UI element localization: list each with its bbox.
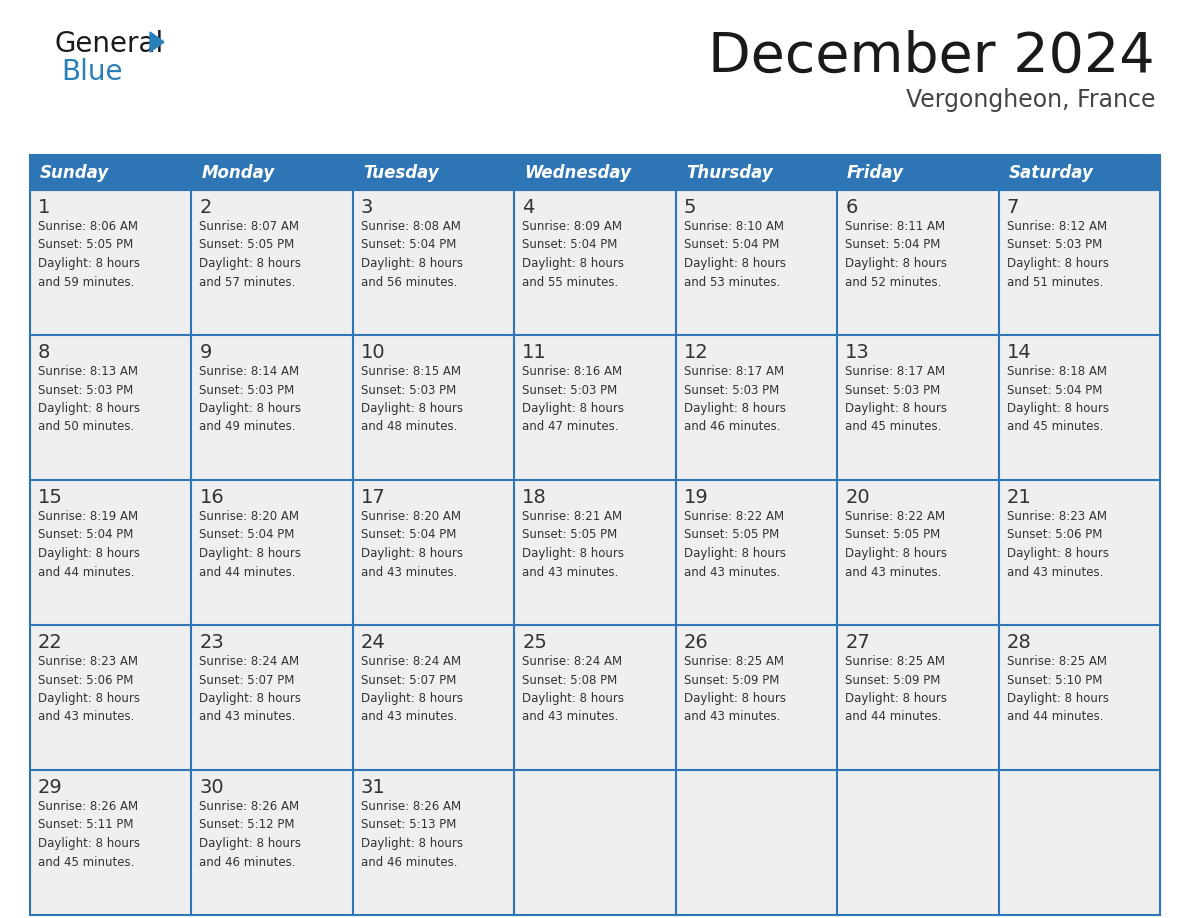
Text: 6: 6 <box>845 198 858 217</box>
Text: 22: 22 <box>38 633 63 652</box>
Text: 15: 15 <box>38 488 63 507</box>
Text: 14: 14 <box>1006 343 1031 362</box>
Text: Sunrise: 8:21 AM
Sunset: 5:05 PM
Daylight: 8 hours
and 43 minutes.: Sunrise: 8:21 AM Sunset: 5:05 PM Dayligh… <box>523 510 624 578</box>
Text: General: General <box>55 30 164 58</box>
Text: Thursday: Thursday <box>685 163 772 182</box>
Text: Sunrise: 8:20 AM
Sunset: 5:04 PM
Daylight: 8 hours
and 44 minutes.: Sunrise: 8:20 AM Sunset: 5:04 PM Dayligh… <box>200 510 302 578</box>
Text: Sunrise: 8:23 AM
Sunset: 5:06 PM
Daylight: 8 hours
and 43 minutes.: Sunrise: 8:23 AM Sunset: 5:06 PM Dayligh… <box>38 655 140 723</box>
Text: Sunrise: 8:23 AM
Sunset: 5:06 PM
Daylight: 8 hours
and 43 minutes.: Sunrise: 8:23 AM Sunset: 5:06 PM Dayligh… <box>1006 510 1108 578</box>
Text: Sunrise: 8:16 AM
Sunset: 5:03 PM
Daylight: 8 hours
and 47 minutes.: Sunrise: 8:16 AM Sunset: 5:03 PM Dayligh… <box>523 365 624 433</box>
Text: Sunrise: 8:06 AM
Sunset: 5:05 PM
Daylight: 8 hours
and 59 minutes.: Sunrise: 8:06 AM Sunset: 5:05 PM Dayligh… <box>38 220 140 288</box>
Text: 17: 17 <box>361 488 386 507</box>
Text: Sunrise: 8:08 AM
Sunset: 5:04 PM
Daylight: 8 hours
and 56 minutes.: Sunrise: 8:08 AM Sunset: 5:04 PM Dayligh… <box>361 220 463 288</box>
Text: 10: 10 <box>361 343 385 362</box>
Text: 25: 25 <box>523 633 548 652</box>
Text: 11: 11 <box>523 343 546 362</box>
Text: Sunrise: 8:24 AM
Sunset: 5:07 PM
Daylight: 8 hours
and 43 minutes.: Sunrise: 8:24 AM Sunset: 5:07 PM Dayligh… <box>200 655 302 723</box>
Text: 19: 19 <box>684 488 708 507</box>
Text: Sunrise: 8:11 AM
Sunset: 5:04 PM
Daylight: 8 hours
and 52 minutes.: Sunrise: 8:11 AM Sunset: 5:04 PM Dayligh… <box>845 220 947 288</box>
Text: Sunrise: 8:24 AM
Sunset: 5:08 PM
Daylight: 8 hours
and 43 minutes.: Sunrise: 8:24 AM Sunset: 5:08 PM Dayligh… <box>523 655 624 723</box>
Text: Sunrise: 8:17 AM
Sunset: 5:03 PM
Daylight: 8 hours
and 45 minutes.: Sunrise: 8:17 AM Sunset: 5:03 PM Dayligh… <box>845 365 947 433</box>
Text: Sunrise: 8:07 AM
Sunset: 5:05 PM
Daylight: 8 hours
and 57 minutes.: Sunrise: 8:07 AM Sunset: 5:05 PM Dayligh… <box>200 220 302 288</box>
Text: Sunrise: 8:26 AM
Sunset: 5:11 PM
Daylight: 8 hours
and 45 minutes.: Sunrise: 8:26 AM Sunset: 5:11 PM Dayligh… <box>38 800 140 868</box>
Text: Tuesday: Tuesday <box>362 163 438 182</box>
Text: 20: 20 <box>845 488 870 507</box>
Text: 18: 18 <box>523 488 546 507</box>
Polygon shape <box>150 32 164 52</box>
Text: 13: 13 <box>845 343 870 362</box>
Text: Sunrise: 8:19 AM
Sunset: 5:04 PM
Daylight: 8 hours
and 44 minutes.: Sunrise: 8:19 AM Sunset: 5:04 PM Dayligh… <box>38 510 140 578</box>
Text: Vergongheon, France: Vergongheon, France <box>905 88 1155 112</box>
Text: 23: 23 <box>200 633 225 652</box>
Text: December 2024: December 2024 <box>708 30 1155 84</box>
Text: 24: 24 <box>361 633 386 652</box>
Text: 8: 8 <box>38 343 50 362</box>
Text: Sunrise: 8:26 AM
Sunset: 5:12 PM
Daylight: 8 hours
and 46 minutes.: Sunrise: 8:26 AM Sunset: 5:12 PM Dayligh… <box>200 800 302 868</box>
Text: Monday: Monday <box>202 163 274 182</box>
Text: Sunrise: 8:17 AM
Sunset: 5:03 PM
Daylight: 8 hours
and 46 minutes.: Sunrise: 8:17 AM Sunset: 5:03 PM Dayligh… <box>684 365 785 433</box>
Text: 28: 28 <box>1006 633 1031 652</box>
Bar <box>30 480 1159 625</box>
Bar <box>30 190 1159 335</box>
Bar <box>30 770 1159 915</box>
Text: Sunrise: 8:25 AM
Sunset: 5:09 PM
Daylight: 8 hours
and 44 minutes.: Sunrise: 8:25 AM Sunset: 5:09 PM Dayligh… <box>845 655 947 723</box>
Text: 30: 30 <box>200 778 225 797</box>
Text: Sunrise: 8:24 AM
Sunset: 5:07 PM
Daylight: 8 hours
and 43 minutes.: Sunrise: 8:24 AM Sunset: 5:07 PM Dayligh… <box>361 655 463 723</box>
Text: 12: 12 <box>684 343 708 362</box>
Text: 3: 3 <box>361 198 373 217</box>
Text: Blue: Blue <box>61 58 122 86</box>
Text: Sunrise: 8:10 AM
Sunset: 5:04 PM
Daylight: 8 hours
and 53 minutes.: Sunrise: 8:10 AM Sunset: 5:04 PM Dayligh… <box>684 220 785 288</box>
Text: 1: 1 <box>38 198 50 217</box>
Text: Wednesday: Wednesday <box>524 163 631 182</box>
Text: 4: 4 <box>523 198 535 217</box>
Text: Saturday: Saturday <box>1009 163 1093 182</box>
Text: Sunday: Sunday <box>40 163 109 182</box>
Text: Sunrise: 8:26 AM
Sunset: 5:13 PM
Daylight: 8 hours
and 46 minutes.: Sunrise: 8:26 AM Sunset: 5:13 PM Dayligh… <box>361 800 463 868</box>
Text: 26: 26 <box>684 633 708 652</box>
Text: 31: 31 <box>361 778 386 797</box>
Text: 21: 21 <box>1006 488 1031 507</box>
Bar <box>30 155 1159 190</box>
Text: Sunrise: 8:25 AM
Sunset: 5:09 PM
Daylight: 8 hours
and 43 minutes.: Sunrise: 8:25 AM Sunset: 5:09 PM Dayligh… <box>684 655 785 723</box>
Text: Sunrise: 8:20 AM
Sunset: 5:04 PM
Daylight: 8 hours
and 43 minutes.: Sunrise: 8:20 AM Sunset: 5:04 PM Dayligh… <box>361 510 463 578</box>
Text: 5: 5 <box>684 198 696 217</box>
Text: Sunrise: 8:12 AM
Sunset: 5:03 PM
Daylight: 8 hours
and 51 minutes.: Sunrise: 8:12 AM Sunset: 5:03 PM Dayligh… <box>1006 220 1108 288</box>
Text: Sunrise: 8:22 AM
Sunset: 5:05 PM
Daylight: 8 hours
and 43 minutes.: Sunrise: 8:22 AM Sunset: 5:05 PM Dayligh… <box>684 510 785 578</box>
Text: Sunrise: 8:14 AM
Sunset: 5:03 PM
Daylight: 8 hours
and 49 minutes.: Sunrise: 8:14 AM Sunset: 5:03 PM Dayligh… <box>200 365 302 433</box>
Text: Sunrise: 8:15 AM
Sunset: 5:03 PM
Daylight: 8 hours
and 48 minutes.: Sunrise: 8:15 AM Sunset: 5:03 PM Dayligh… <box>361 365 463 433</box>
Text: 9: 9 <box>200 343 211 362</box>
Text: 27: 27 <box>845 633 870 652</box>
Bar <box>30 625 1159 770</box>
Bar <box>30 335 1159 480</box>
Text: 16: 16 <box>200 488 225 507</box>
Text: 7: 7 <box>1006 198 1019 217</box>
Text: Friday: Friday <box>847 163 904 182</box>
Text: Sunrise: 8:18 AM
Sunset: 5:04 PM
Daylight: 8 hours
and 45 minutes.: Sunrise: 8:18 AM Sunset: 5:04 PM Dayligh… <box>1006 365 1108 433</box>
Text: 29: 29 <box>38 778 63 797</box>
Text: 2: 2 <box>200 198 211 217</box>
Text: Sunrise: 8:09 AM
Sunset: 5:04 PM
Daylight: 8 hours
and 55 minutes.: Sunrise: 8:09 AM Sunset: 5:04 PM Dayligh… <box>523 220 624 288</box>
Text: Sunrise: 8:13 AM
Sunset: 5:03 PM
Daylight: 8 hours
and 50 minutes.: Sunrise: 8:13 AM Sunset: 5:03 PM Dayligh… <box>38 365 140 433</box>
Text: Sunrise: 8:25 AM
Sunset: 5:10 PM
Daylight: 8 hours
and 44 minutes.: Sunrise: 8:25 AM Sunset: 5:10 PM Dayligh… <box>1006 655 1108 723</box>
Text: Sunrise: 8:22 AM
Sunset: 5:05 PM
Daylight: 8 hours
and 43 minutes.: Sunrise: 8:22 AM Sunset: 5:05 PM Dayligh… <box>845 510 947 578</box>
